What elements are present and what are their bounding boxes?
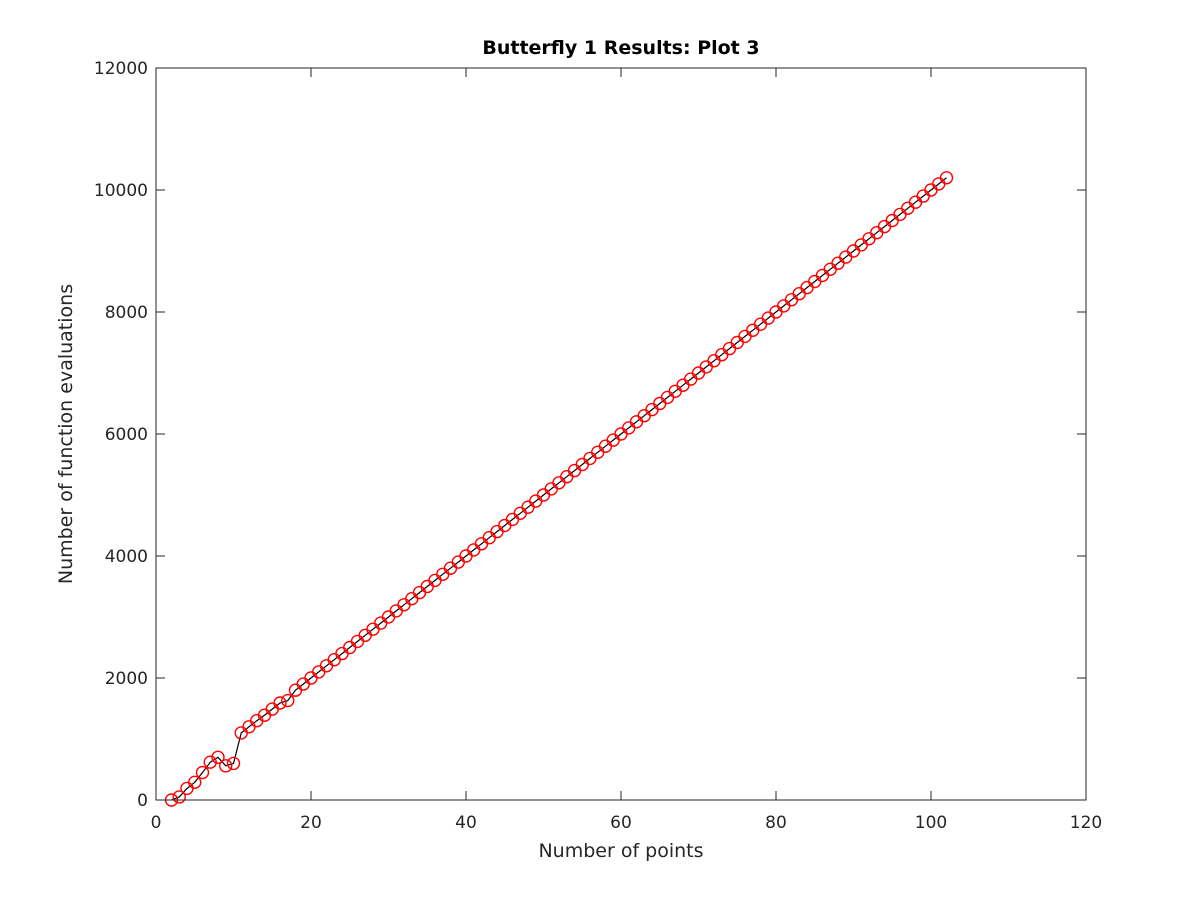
x-tick-label-5: 100 [915, 813, 947, 833]
series-layer [164, 171, 954, 807]
x-axis-label: Number of points [538, 840, 703, 862]
y-tick-label-5: 10000 [94, 181, 148, 201]
x-tick-label-1: 20 [300, 813, 322, 833]
data-point-14 [273, 696, 287, 710]
data-point-15 [281, 693, 295, 708]
x-tick-label-2: 40 [455, 813, 477, 833]
data-point-1 [172, 790, 186, 804]
data-point-3 [188, 775, 202, 790]
x-tick-label-0: 0 [151, 813, 162, 833]
y-tick-label-0: 0 [137, 791, 148, 811]
y-tick-label-3: 6000 [105, 425, 148, 445]
y-axis-label: Number of function evaluations [55, 284, 77, 584]
y-tick-label-6: 12000 [94, 59, 148, 79]
data-point-100 [939, 171, 954, 185]
y-tick-label-4: 8000 [105, 303, 148, 323]
data-point-4 [195, 765, 210, 780]
x-tick-label-6: 120 [1070, 813, 1102, 833]
x-tick-label-3: 60 [610, 813, 632, 833]
x-tick-label-4: 80 [765, 813, 787, 833]
data-point-6 [211, 750, 225, 764]
y-tick-label-1: 2000 [105, 669, 148, 689]
y-tick-label-2: 4000 [105, 547, 148, 567]
data-point-8 [226, 756, 241, 771]
data-point-7 [219, 759, 233, 773]
chart-title: Butterfly 1 Results: Plot 3 [482, 37, 759, 59]
data-point-5 [203, 755, 217, 769]
ticks-layer: 0 20 40 60 80 100 120 0 2000 4000 6000 8000 10000 120… [94, 59, 1102, 833]
